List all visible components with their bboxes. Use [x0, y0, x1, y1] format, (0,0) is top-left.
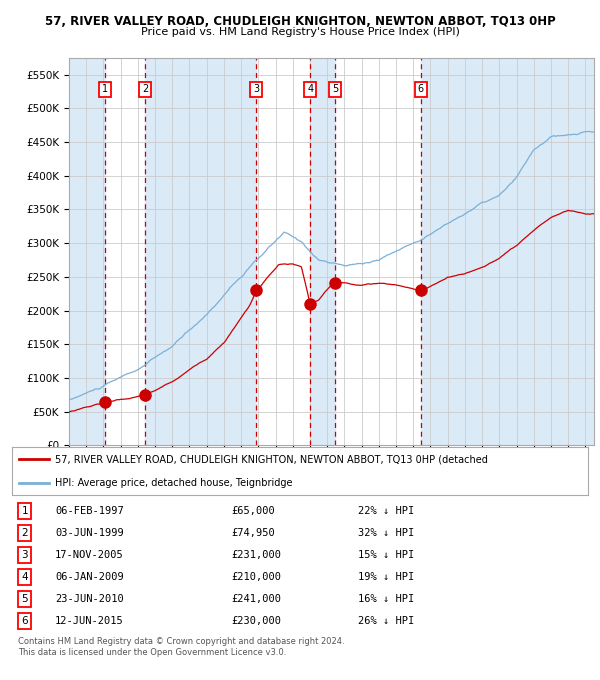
Text: 06-FEB-1997: 06-FEB-1997 [55, 506, 124, 516]
Text: £65,000: £65,000 [231, 506, 275, 516]
Text: 5: 5 [332, 84, 338, 95]
Text: 1: 1 [22, 506, 28, 516]
Text: 17-NOV-2005: 17-NOV-2005 [55, 550, 124, 560]
Text: 57, RIVER VALLEY ROAD, CHUDLEIGH KNIGHTON, NEWTON ABBOT, TQ13 0HP: 57, RIVER VALLEY ROAD, CHUDLEIGH KNIGHTO… [44, 15, 556, 28]
Text: 15% ↓ HPI: 15% ↓ HPI [358, 550, 414, 560]
Text: 2: 2 [142, 84, 148, 95]
Text: 3: 3 [253, 84, 259, 95]
Text: 5: 5 [22, 594, 28, 605]
Text: £231,000: £231,000 [231, 550, 281, 560]
Text: 19% ↓ HPI: 19% ↓ HPI [358, 572, 414, 582]
Text: 4: 4 [22, 572, 28, 582]
Text: £74,950: £74,950 [231, 528, 275, 538]
Text: £241,000: £241,000 [231, 594, 281, 605]
Text: 06-JAN-2009: 06-JAN-2009 [55, 572, 124, 582]
Text: 6: 6 [22, 616, 28, 626]
Text: 4: 4 [307, 84, 313, 95]
Text: 26% ↓ HPI: 26% ↓ HPI [358, 616, 414, 626]
Text: 1: 1 [102, 84, 108, 95]
Text: 03-JUN-1999: 03-JUN-1999 [55, 528, 124, 538]
Text: 3: 3 [22, 550, 28, 560]
Bar [310, 58, 335, 445]
Text: Price paid vs. HM Land Registry's House Price Index (HPI): Price paid vs. HM Land Registry's House … [140, 27, 460, 37]
Text: 23-JUN-2010: 23-JUN-2010 [55, 594, 124, 605]
Bar [145, 58, 256, 445]
Text: HPI: Average price, detached house, Teignbridge: HPI: Average price, detached house, Teig… [55, 478, 293, 488]
Text: Contains HM Land Registry data © Crown copyright and database right 2024.: Contains HM Land Registry data © Crown c… [18, 637, 344, 646]
Text: 16% ↓ HPI: 16% ↓ HPI [358, 594, 414, 605]
Text: This data is licensed under the Open Government Licence v3.0.: This data is licensed under the Open Gov… [18, 648, 286, 657]
Text: 2: 2 [22, 528, 28, 538]
Text: 6: 6 [418, 84, 424, 95]
Text: £210,000: £210,000 [231, 572, 281, 582]
Text: 57, RIVER VALLEY ROAD, CHUDLEIGH KNIGHTON, NEWTON ABBOT, TQ13 0HP (detached: 57, RIVER VALLEY ROAD, CHUDLEIGH KNIGHTO… [55, 454, 488, 464]
Bar [69, 58, 105, 445]
Text: 22% ↓ HPI: 22% ↓ HPI [358, 506, 414, 516]
Text: 32% ↓ HPI: 32% ↓ HPI [358, 528, 414, 538]
Bar [421, 58, 594, 445]
Text: 12-JUN-2015: 12-JUN-2015 [55, 616, 124, 626]
Text: £230,000: £230,000 [231, 616, 281, 626]
